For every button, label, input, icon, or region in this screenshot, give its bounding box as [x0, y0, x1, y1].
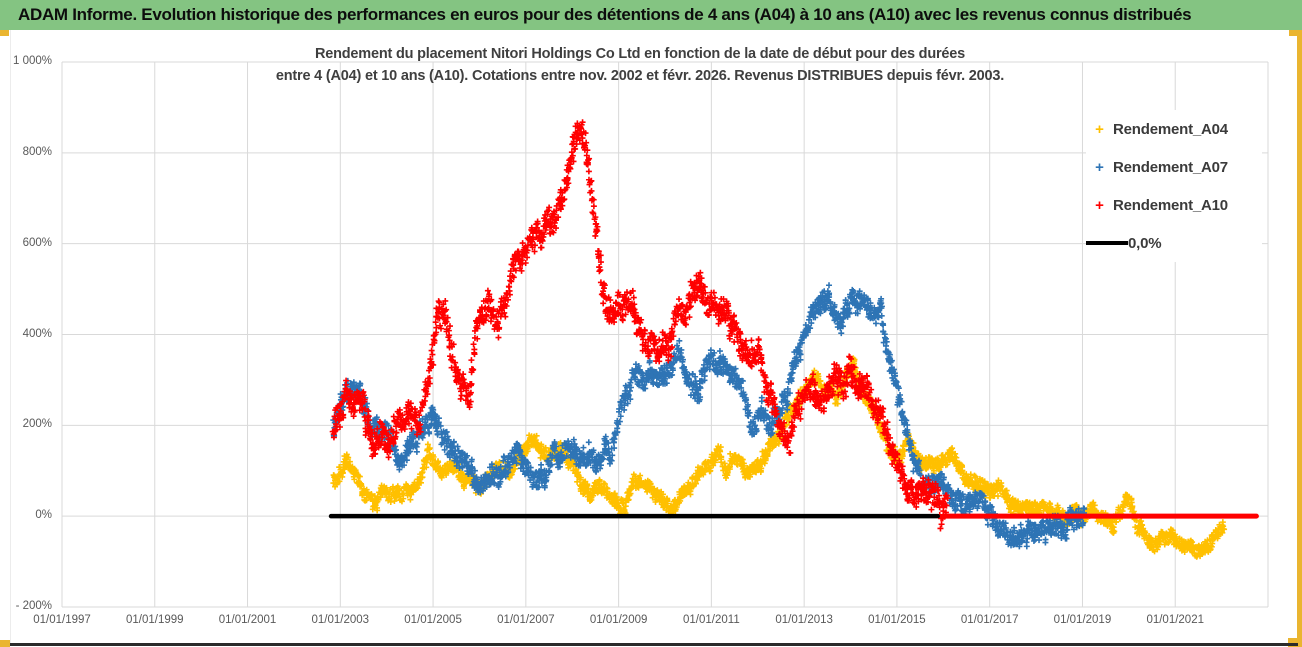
x-axis-tick-label: 01/01/2011 — [683, 614, 740, 626]
gold-frame-bottom-left — [0, 640, 10, 647]
legend-item-label: Rendement_A07 — [1113, 158, 1228, 176]
y-axis-tick-label: - 200% — [15, 600, 52, 612]
x-axis-tick-label: 01/01/1997 — [33, 614, 91, 626]
x-axis-tick-label: 01/01/2009 — [589, 614, 648, 626]
gold-frame-top-right — [1289, 30, 1302, 36]
x-axis-tick-label: 01/01/2005 — [404, 614, 462, 626]
y-axis-tick-label: 200% — [22, 418, 52, 431]
x-axis-tick-label: 01/01/2013 — [775, 614, 833, 626]
gold-frame-top-left — [0, 30, 9, 36]
legend-item-rendement-a07: + Rendement_A07 — [1086, 148, 1262, 186]
y-axis-tick-label: 600% — [22, 236, 52, 249]
chart-legend: + Rendement_A04 + Rendement_A07 + Rendement_A… — [1086, 110, 1262, 262]
frame-left-line — [10, 30, 11, 643]
legend-item-rendement-a10: + Rendement_A10 — [1086, 186, 1262, 224]
legend-item-label: Rendement_A10 — [1113, 196, 1228, 214]
x-axis-tick-label: 01/01/2021 — [1146, 614, 1204, 626]
chart-title-line1: Rendement du placement Nitori Holdings C… — [314, 46, 966, 62]
y-axis-tick-label: 800% — [22, 145, 52, 158]
x-axis-tick-label: 01/01/1999 — [125, 614, 184, 626]
x-axis-tick-label: 01/01/2017 — [960, 614, 1019, 626]
legend-item-rendement-a04: + Rendement_A04 — [1086, 110, 1262, 148]
legend-plus-marker: + — [1095, 196, 1104, 214]
y-axis-tick-label: 1 000% — [12, 55, 52, 67]
legend-plus-marker: + — [1095, 158, 1104, 176]
legend-line-swatch — [1086, 241, 1128, 245]
gold-frame-right — [1297, 36, 1302, 647]
x-axis-tick-label: 01/01/2001 — [218, 614, 277, 626]
x-axis-tick-label: 01/01/2003 — [311, 614, 370, 626]
gold-frame-bottom-right — [1288, 638, 1302, 647]
x-axis-tick-label: 01/01/2007 — [497, 614, 555, 626]
x-axis-tick-label: 01/01/2015 — [868, 614, 926, 626]
legend-plus-marker: + — [1095, 120, 1104, 138]
legend-item-label: Rendement_A04 — [1113, 120, 1228, 138]
legend-item-0-0-: 0,0% — [1086, 224, 1262, 262]
chart-title-line2: entre 4 (A04) et 10 ans (A10). Cotations… — [275, 68, 1005, 84]
y-axis-tick-label: 400% — [22, 327, 52, 340]
frame-bottom-line — [10, 643, 1298, 646]
y-axis-tick-label: 0% — [35, 509, 52, 522]
x-axis-tick-label: 01/01/2019 — [1053, 614, 1112, 626]
legend-item-label: 0,0% — [1128, 234, 1162, 252]
